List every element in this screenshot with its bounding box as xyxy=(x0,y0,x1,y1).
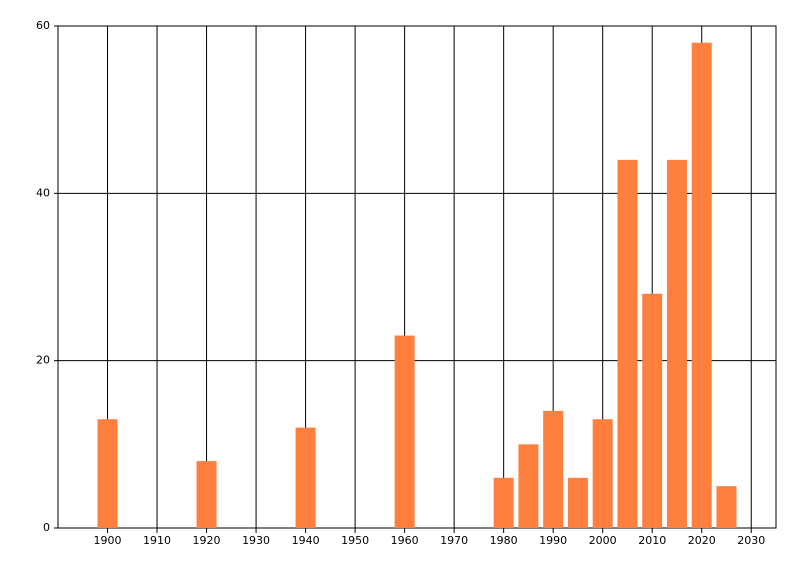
y-tick-label: 60 xyxy=(36,19,50,32)
x-tick-label: 2030 xyxy=(737,534,765,547)
bar xyxy=(493,477,514,528)
bar xyxy=(617,159,638,528)
bar xyxy=(666,159,687,528)
x-tick-label: 2000 xyxy=(589,534,617,547)
x-tick-label: 1940 xyxy=(292,534,320,547)
bar xyxy=(567,477,588,528)
bar xyxy=(196,461,217,528)
x-tick-label: 1900 xyxy=(94,534,122,547)
x-tick-label: 1910 xyxy=(143,534,171,547)
x-tick-label: 1950 xyxy=(341,534,369,547)
bar xyxy=(97,419,118,528)
y-tick-label: 40 xyxy=(36,186,50,199)
bar xyxy=(691,42,712,528)
x-tick-label: 2020 xyxy=(688,534,716,547)
bar xyxy=(642,293,663,528)
x-tick-label: 2010 xyxy=(638,534,666,547)
x-tick-label: 1970 xyxy=(440,534,468,547)
bar xyxy=(592,419,613,528)
bar xyxy=(543,410,564,528)
bar xyxy=(394,335,415,528)
x-tick-label: 1960 xyxy=(391,534,419,547)
x-tick-label: 1930 xyxy=(242,534,270,547)
bar xyxy=(518,444,539,528)
x-tick-label: 1920 xyxy=(193,534,221,547)
bar xyxy=(716,486,737,528)
bar xyxy=(295,427,316,528)
x-tick-label: 1980 xyxy=(490,534,518,547)
x-tick-label: 1990 xyxy=(539,534,567,547)
y-tick-label: 0 xyxy=(43,521,50,534)
y-tick-label: 20 xyxy=(36,354,50,367)
